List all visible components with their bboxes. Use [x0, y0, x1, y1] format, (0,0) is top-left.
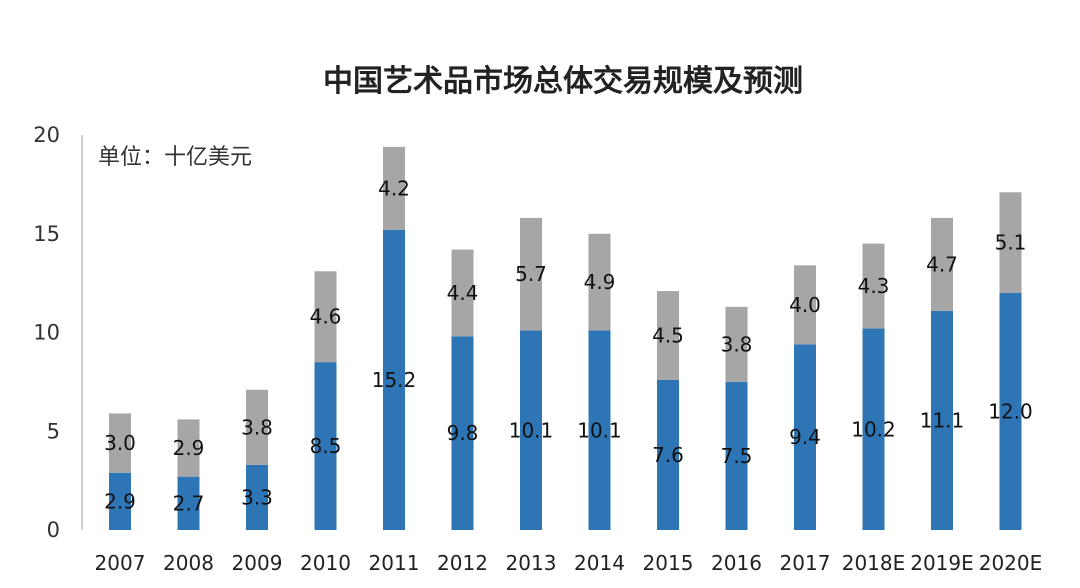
bar-segment-upper — [520, 217, 542, 331]
bars-group: 2.9 3.0 2.7 2.9 3.3 3.8 8.5 4.6 15.2 4.2 9.8 4.4 10.… — [104, 146, 1033, 531]
x-tick-label: 2019E — [910, 551, 974, 575]
bar-segment-lower — [657, 379, 679, 530]
y-tick-label: 10 — [33, 321, 60, 345]
data-label: 3.0 — [104, 431, 136, 455]
x-tick-label: 2017 — [780, 551, 831, 575]
unit-label: 单位：十亿美元 — [98, 145, 252, 170]
bar-segment-upper — [177, 419, 200, 477]
data-label: 15.2 — [372, 368, 417, 392]
bar-segment-upper — [246, 389, 268, 465]
x-tick-label: 2008 — [163, 551, 214, 575]
bar-segment-upper — [862, 243, 885, 329]
data-label: 5.1 — [995, 231, 1027, 255]
data-label: 11.1 — [920, 408, 965, 432]
data-label: 10.1 — [577, 418, 622, 442]
x-tick-label: 2014 — [574, 551, 625, 575]
bar-segment-lower — [451, 336, 474, 530]
data-label: 4.7 — [926, 252, 958, 276]
bar-segment-upper — [931, 217, 953, 311]
bar-segment-lower — [725, 381, 748, 530]
bar-segment-lower — [862, 328, 885, 530]
data-label: 3.8 — [241, 415, 273, 439]
bar-segment-lower — [109, 472, 131, 530]
y-tick-label: 15 — [33, 222, 60, 246]
bar-segment-lower — [520, 330, 542, 530]
x-tick-label: 2016 — [711, 551, 762, 575]
bar-segment-upper — [588, 233, 611, 331]
data-label: 4.6 — [310, 305, 342, 329]
data-label: 4.9 — [584, 270, 616, 294]
data-label: 10.2 — [851, 417, 896, 441]
bar-segment-upper — [657, 291, 679, 380]
x-axis-labels: 2007 2008 2009 2010 2011 2012 2013 2014 2015 2016… — [95, 551, 1043, 575]
y-tick-label: 20 — [33, 123, 60, 147]
data-label: 12.0 — [988, 400, 1033, 424]
x-tick-label: 2013 — [506, 551, 557, 575]
bar-segment-lower — [794, 344, 816, 530]
bar-segment-upper — [725, 306, 748, 382]
y-tick-label: 0 — [47, 518, 60, 542]
x-tick-label: 2012 — [437, 551, 488, 575]
data-label: 4.2 — [378, 176, 410, 200]
x-tick-label: 2015 — [643, 551, 694, 575]
data-label: 2.9 — [104, 489, 136, 513]
bar-segment-lower — [246, 464, 268, 530]
bar-segment-upper — [383, 146, 405, 230]
bar-segment-lower — [314, 362, 337, 530]
data-label: 3.8 — [721, 332, 753, 356]
x-tick-label: 2007 — [95, 551, 146, 575]
x-tick-label: 2011 — [369, 551, 420, 575]
x-tick-label: 2018E — [842, 551, 906, 575]
y-tick-label: 5 — [47, 419, 60, 443]
data-label: 5.7 — [515, 262, 547, 286]
data-label: 10.1 — [509, 418, 554, 442]
bar-segment-lower — [383, 229, 405, 531]
bar-segment-lower — [177, 476, 200, 530]
bar-segment-upper — [451, 249, 474, 337]
data-label: 3.3 — [241, 485, 273, 509]
bar-segment-lower — [588, 330, 611, 530]
y-axis-ticks: 0 5 10 15 20 — [33, 123, 60, 542]
data-label: 7.5 — [721, 444, 753, 468]
data-label: 2.9 — [173, 436, 205, 460]
bar-segment-upper — [794, 265, 816, 345]
data-label: 4.0 — [789, 293, 821, 317]
data-label: 2.7 — [173, 491, 205, 515]
data-label: 8.5 — [310, 434, 342, 458]
bar-segment-lower — [931, 310, 953, 530]
data-label: 9.8 — [447, 421, 479, 445]
chart-title: 中国艺术品市场总体交易规模及预测 — [323, 64, 803, 99]
data-label: 7.6 — [652, 443, 684, 467]
data-label: 9.4 — [789, 425, 821, 449]
bar-segment-lower — [999, 293, 1022, 530]
bar-segment-upper — [314, 271, 337, 363]
data-label: 4.3 — [858, 274, 890, 298]
bar-segment-upper — [109, 413, 131, 473]
x-tick-label: 2020E — [979, 551, 1043, 575]
data-label: 4.5 — [652, 323, 684, 347]
data-label: 4.4 — [447, 281, 479, 305]
bar-segment-upper — [999, 192, 1022, 293]
x-tick-label: 2010 — [300, 551, 351, 575]
x-tick-label: 2009 — [232, 551, 283, 575]
